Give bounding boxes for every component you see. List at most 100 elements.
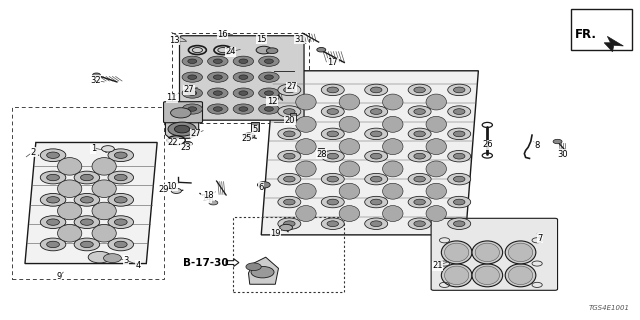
Text: TGS4E1001: TGS4E1001 [589,305,630,311]
Circle shape [454,199,465,205]
Circle shape [284,221,295,227]
Circle shape [47,152,60,158]
Circle shape [188,91,196,95]
Text: 9: 9 [57,272,62,281]
Circle shape [213,91,222,95]
Circle shape [213,75,222,79]
Circle shape [454,153,465,159]
Circle shape [454,131,465,137]
Circle shape [365,84,388,96]
Circle shape [257,182,270,188]
Circle shape [171,108,191,118]
Circle shape [182,72,202,82]
Circle shape [264,107,273,111]
Bar [318,148,324,154]
Circle shape [448,150,470,162]
Text: 7: 7 [538,234,543,243]
Circle shape [251,267,274,278]
Text: 27: 27 [184,85,195,94]
FancyBboxPatch shape [179,36,304,120]
Text: 16: 16 [217,30,228,39]
Polygon shape [248,257,278,284]
Circle shape [239,75,248,79]
Circle shape [172,188,181,194]
Ellipse shape [445,266,468,284]
Ellipse shape [296,161,316,177]
Ellipse shape [383,205,403,221]
Circle shape [40,149,66,162]
Text: 8: 8 [534,141,540,150]
Circle shape [448,106,470,117]
Text: 18: 18 [204,191,214,200]
Ellipse shape [472,241,502,264]
Circle shape [317,48,326,52]
Circle shape [93,73,100,77]
Ellipse shape [92,202,116,220]
Circle shape [327,176,339,182]
Circle shape [239,91,248,95]
Text: 26: 26 [482,140,493,149]
Ellipse shape [339,183,360,199]
Text: 17: 17 [328,58,338,67]
Circle shape [259,56,279,66]
Text: 2: 2 [30,148,35,156]
Text: 11: 11 [166,93,177,102]
Circle shape [408,218,431,229]
Circle shape [74,171,100,184]
Bar [172,33,309,123]
Ellipse shape [339,139,360,155]
Circle shape [365,173,388,185]
Text: 25: 25 [241,134,252,143]
Circle shape [108,149,134,162]
Circle shape [115,219,127,225]
Circle shape [266,48,278,53]
Ellipse shape [58,180,82,197]
Circle shape [40,238,66,251]
Text: 6: 6 [259,183,264,192]
Circle shape [246,263,261,270]
Text: 15: 15 [256,35,266,44]
Circle shape [233,104,253,114]
Circle shape [278,106,301,117]
Ellipse shape [339,205,360,221]
Circle shape [115,152,127,158]
Bar [232,217,344,292]
Circle shape [280,224,292,231]
Text: 30: 30 [557,150,568,159]
Circle shape [321,84,344,96]
Circle shape [264,91,273,95]
Circle shape [104,254,122,263]
Ellipse shape [92,180,116,197]
Polygon shape [261,71,478,235]
Circle shape [414,221,426,227]
Text: 1: 1 [91,144,96,153]
Circle shape [371,131,382,137]
FancyBboxPatch shape [164,102,202,123]
Circle shape [454,87,465,93]
Circle shape [321,173,344,185]
Ellipse shape [58,158,82,175]
Circle shape [321,106,344,117]
Circle shape [414,176,426,182]
Circle shape [321,218,344,229]
Text: FR.: FR. [575,28,596,41]
Circle shape [259,72,279,82]
Ellipse shape [296,183,316,199]
Ellipse shape [383,161,403,177]
Text: 29: 29 [158,185,169,194]
Circle shape [74,216,100,228]
Text: 5: 5 [252,125,257,134]
Text: 22: 22 [168,138,179,147]
Circle shape [371,109,382,115]
Circle shape [321,150,344,162]
Text: 32: 32 [90,76,100,85]
Ellipse shape [383,183,403,199]
Ellipse shape [58,225,82,242]
Circle shape [259,88,279,98]
Circle shape [88,252,111,263]
Circle shape [182,56,202,66]
Ellipse shape [296,94,316,110]
Circle shape [408,150,431,162]
Bar [571,9,632,50]
Circle shape [371,176,382,182]
